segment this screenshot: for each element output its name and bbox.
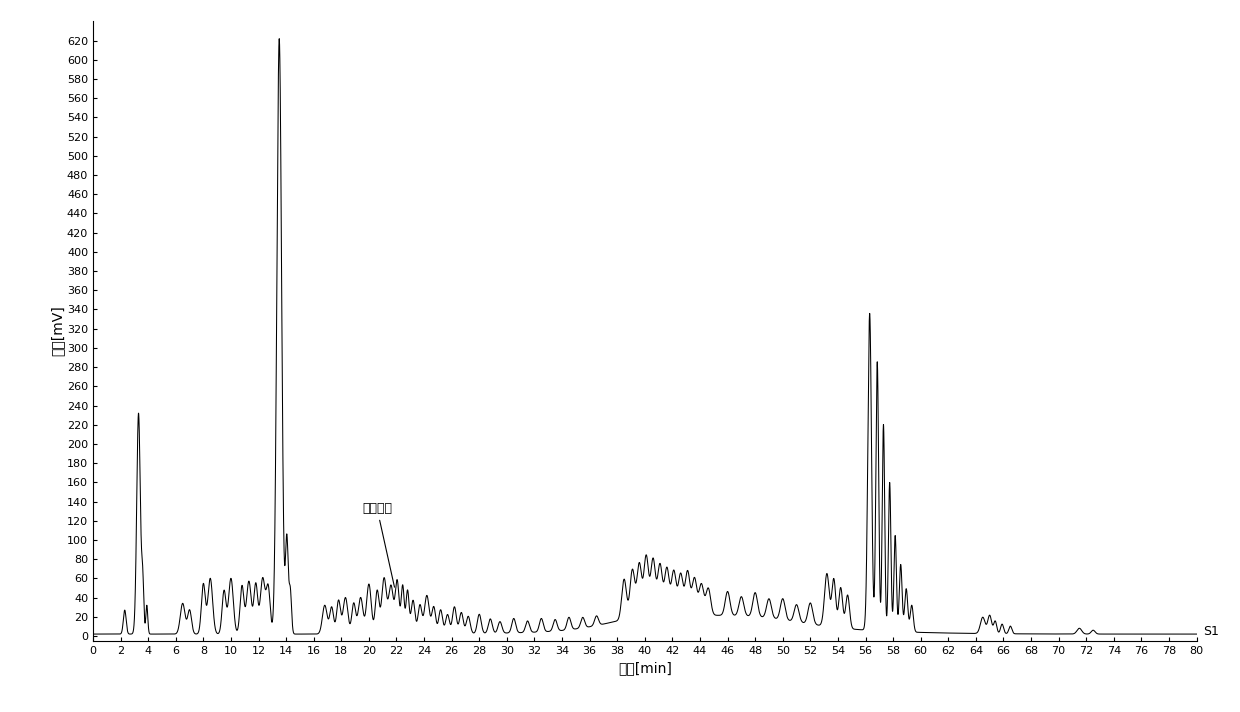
Text: 夏佛托苷: 夏佛托苷 — [362, 502, 394, 587]
Y-axis label: 信号[mV]: 信号[mV] — [50, 305, 64, 357]
Text: S1: S1 — [1204, 624, 1219, 638]
X-axis label: 时间[min]: 时间[min] — [618, 661, 672, 675]
